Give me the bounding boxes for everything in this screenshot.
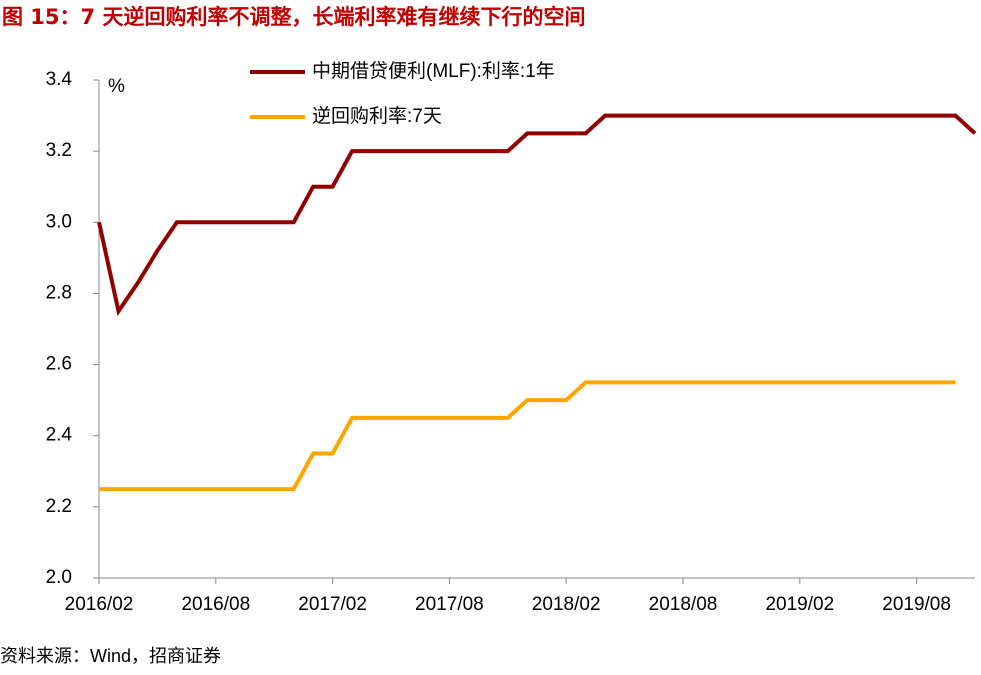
legend-label: 中期借贷便利(MLF):利率:1年 xyxy=(312,60,555,82)
legend-label: 逆回购利率:7天 xyxy=(312,105,442,127)
x-tick-label: 2018/08 xyxy=(649,594,718,615)
x-tick-label: 2018/02 xyxy=(532,594,601,615)
x-tick-label: 2017/02 xyxy=(298,594,367,615)
series-line xyxy=(99,380,956,492)
y-tick-label: 2.4 xyxy=(46,425,73,446)
y-tick-label: 2.6 xyxy=(46,354,72,375)
y-tick-label: 3.4 xyxy=(46,69,73,90)
x-tick-label: 2016/02 xyxy=(65,594,134,615)
y-tick-label: 2.8 xyxy=(46,282,72,303)
chart-title: 图 15：7 天逆回购利率不调整，长端利率难有继续下行的空间 xyxy=(2,5,585,29)
x-tick-label: 2016/08 xyxy=(181,594,250,615)
x-tick-label: 2019/02 xyxy=(765,594,834,615)
y-tick-label: 3.2 xyxy=(46,140,72,161)
unit-label: % xyxy=(108,76,125,97)
source-note: 资料来源：Wind，招商证券 xyxy=(0,646,221,666)
y-tick-label: 3.0 xyxy=(46,211,72,232)
y-tick-label: 2.0 xyxy=(46,567,72,588)
x-tick-label: 2019/08 xyxy=(882,594,951,615)
y-tick-label: 2.2 xyxy=(46,496,72,517)
series-line xyxy=(97,113,977,317)
x-tick-label: 2017/08 xyxy=(415,594,484,615)
